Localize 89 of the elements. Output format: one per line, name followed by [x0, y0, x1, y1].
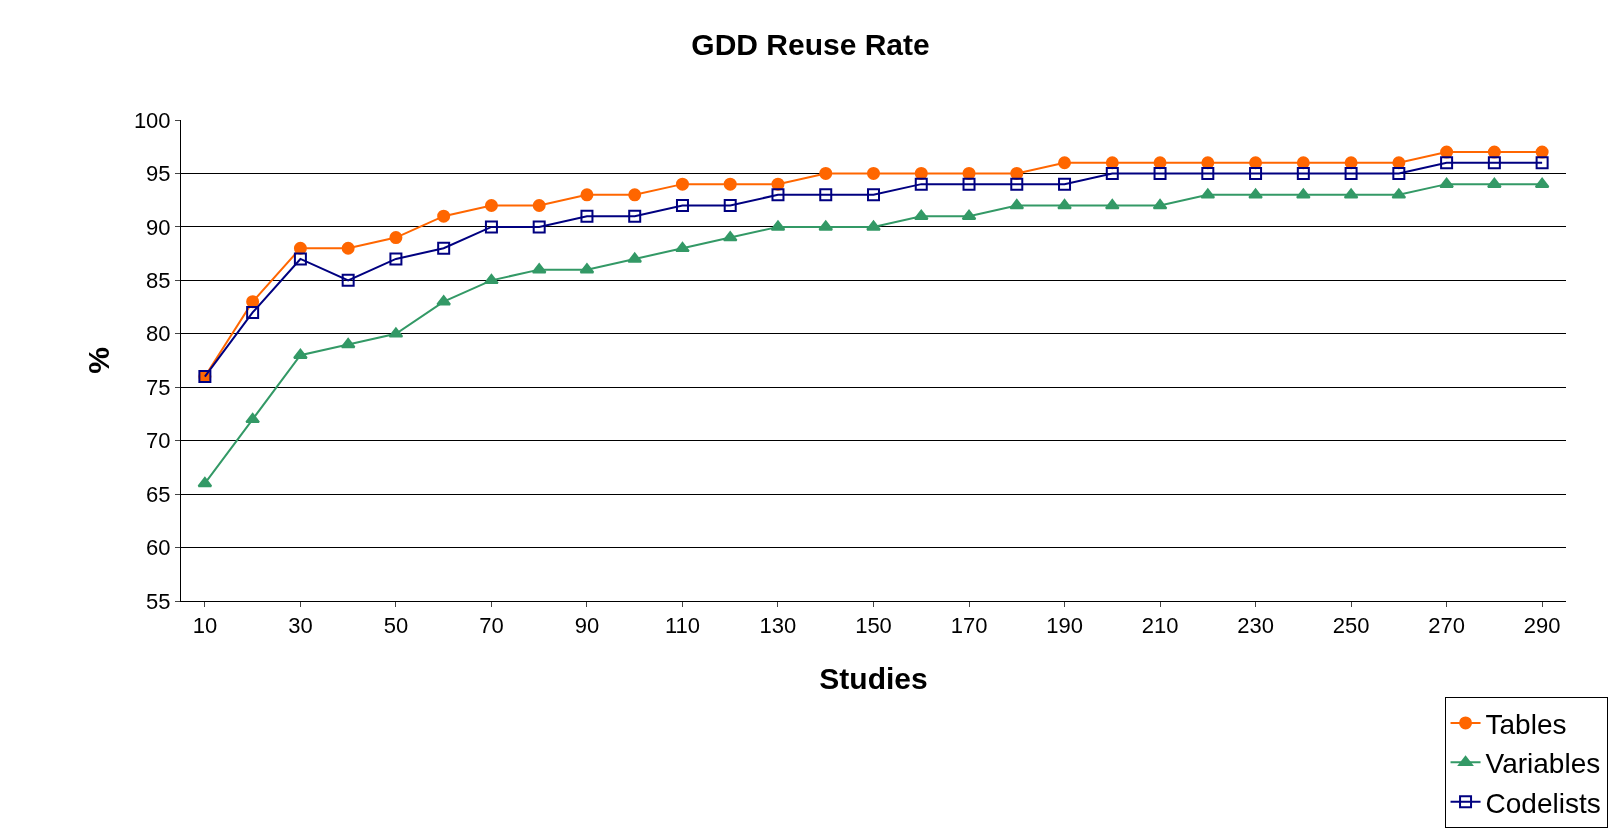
point	[1058, 177, 1072, 191]
point	[246, 295, 260, 309]
point	[532, 199, 546, 213]
y-tick-label: 100	[133, 107, 171, 133]
point	[675, 177, 689, 191]
point	[1535, 156, 1549, 170]
y-tick-label: 60	[146, 535, 171, 561]
point	[1439, 177, 1454, 188]
x-tick-label: 250	[1332, 613, 1370, 639]
point	[723, 177, 737, 191]
point	[1249, 166, 1263, 180]
x-tick-label: 130	[759, 613, 797, 639]
point	[197, 476, 213, 488]
point	[580, 188, 594, 202]
x-tick-label: 90	[574, 613, 600, 639]
point	[340, 337, 356, 349]
point	[484, 199, 498, 213]
point	[246, 305, 260, 319]
point	[1201, 166, 1215, 180]
legend-label: Tables	[1485, 708, 1567, 740]
x-tick-label: 50	[383, 613, 409, 639]
point	[1249, 156, 1263, 170]
point	[1105, 156, 1119, 170]
point	[1487, 156, 1501, 170]
point	[1392, 166, 1406, 180]
point	[341, 241, 355, 255]
y-tick-label: 85	[146, 268, 171, 294]
y-tick-label: 65	[146, 481, 171, 507]
point	[771, 188, 785, 202]
x-tick-label: 70	[479, 613, 504, 639]
point	[245, 412, 260, 424]
x-tick-label: 270	[1428, 613, 1465, 639]
point	[1344, 166, 1358, 180]
x-tick-label: 290	[1523, 613, 1561, 639]
point	[437, 209, 451, 223]
x-tick-label: 10	[192, 613, 218, 639]
point	[914, 166, 928, 180]
x-tick-label: 30	[288, 613, 313, 639]
y-tick-label: 80	[146, 321, 171, 347]
point	[341, 273, 355, 287]
point	[293, 252, 307, 266]
point	[293, 348, 308, 359]
x-tick-label: 170	[950, 613, 988, 639]
y-tick-label: 95	[146, 161, 171, 187]
point	[437, 241, 451, 255]
point	[819, 166, 833, 180]
point	[628, 188, 642, 202]
y-axis-title: %	[81, 347, 115, 374]
point	[1440, 156, 1454, 170]
point	[1487, 177, 1502, 188]
point	[628, 209, 642, 223]
x-axis-title: Studies	[819, 661, 928, 695]
point	[1057, 199, 1072, 210]
point	[962, 166, 976, 180]
point	[1153, 166, 1167, 180]
point	[867, 188, 880, 202]
point	[484, 220, 498, 234]
point	[866, 220, 881, 231]
point	[1010, 166, 1024, 180]
x-tick-label: 210	[1141, 613, 1179, 639]
point	[1058, 156, 1072, 170]
point	[532, 220, 546, 234]
point	[389, 252, 403, 266]
point	[580, 209, 594, 223]
point	[962, 177, 976, 191]
point	[1105, 166, 1119, 180]
x-tick-label: 150	[855, 613, 892, 639]
y-tick-label: 70	[146, 428, 171, 454]
x-tick-label: 190	[1046, 613, 1083, 639]
legend-label: Variables	[1485, 748, 1601, 780]
point	[867, 166, 880, 180]
point	[484, 273, 499, 285]
x-tick-label: 230	[1237, 613, 1274, 639]
point	[675, 199, 689, 213]
point	[819, 188, 833, 202]
point	[1010, 177, 1024, 191]
point	[1248, 188, 1263, 199]
point	[914, 177, 928, 191]
legend-label: Codelists	[1485, 787, 1601, 819]
point	[723, 199, 737, 213]
point	[675, 241, 690, 253]
point	[389, 231, 403, 245]
chart-title: GDD Reuse Rate	[691, 27, 930, 61]
y-tick-label: 90	[146, 214, 171, 240]
y-tick-label: 55	[146, 588, 171, 614]
y-tick-label: 75	[146, 374, 171, 400]
point	[1296, 156, 1310, 170]
point	[1296, 166, 1310, 180]
x-tick-label: 110	[664, 613, 701, 639]
